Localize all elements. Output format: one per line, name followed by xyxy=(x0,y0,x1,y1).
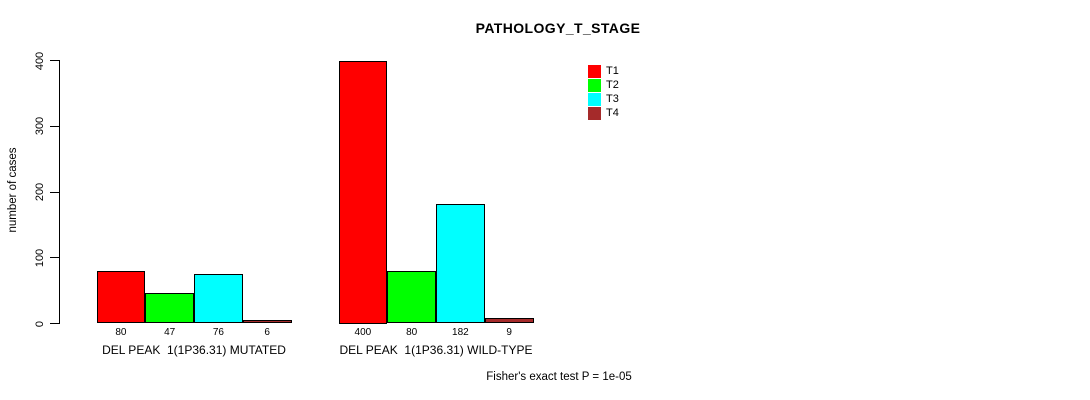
bar-value-label: 400 xyxy=(354,327,372,338)
bar-t3-group2 xyxy=(436,203,485,324)
legend-item-t1: T1 xyxy=(588,64,619,78)
legend-swatch-t1 xyxy=(588,64,601,78)
bar-value-label: 182 xyxy=(452,327,469,338)
bar-value-label: 9 xyxy=(506,327,512,338)
legend-swatch-t2 xyxy=(588,78,601,92)
bar-value-label: 47 xyxy=(164,327,176,338)
bar-t4-group1 xyxy=(242,319,292,324)
bar-value-label: 80 xyxy=(115,327,127,338)
y-tick xyxy=(50,191,59,193)
legend-label-t4: T4 xyxy=(606,107,619,119)
bar-t1-group1 xyxy=(96,270,146,324)
y-tick xyxy=(50,60,59,61)
legend-swatch-t3 xyxy=(588,92,601,106)
fisher-test-annotation: Fisher's exact test P = 1e-05 xyxy=(486,371,632,383)
y-tick xyxy=(50,125,59,127)
x-category-label: DEL PEAK 1(1P36.31) MUTATED xyxy=(102,343,286,357)
legend-item-t3: T3 xyxy=(588,92,619,106)
bar-t2-group1 xyxy=(145,292,194,324)
y-tick-label: 300 xyxy=(34,117,46,136)
bar-t1-group2 xyxy=(338,60,388,324)
y-tick xyxy=(50,257,59,259)
bar-t3-group1 xyxy=(194,273,243,324)
legend-swatch-t4 xyxy=(588,106,601,120)
bar-t2-group2 xyxy=(387,270,436,324)
legend-item-t4: T4 xyxy=(588,106,619,120)
bar-t4-group2 xyxy=(484,317,534,324)
y-axis-line xyxy=(59,60,60,324)
x-category-label: DEL PEAK 1(1P36.31) WILD-TYPE xyxy=(339,343,533,357)
y-tick-label: 0 xyxy=(34,320,46,327)
y-tick xyxy=(50,323,59,324)
legend: T1 T2 T3 T4 xyxy=(588,64,619,120)
y-tick-label: 200 xyxy=(34,182,46,202)
legend-label-t2: T2 xyxy=(606,79,619,91)
legend-label-t1: T1 xyxy=(606,65,619,77)
y-tick-label: 100 xyxy=(34,248,46,267)
chart-title: PATHOLOGY_T_STAGE xyxy=(475,20,641,36)
legend-item-t2: T2 xyxy=(588,78,619,92)
bar-value-label: 80 xyxy=(406,327,418,338)
bar-value-label: 76 xyxy=(212,327,224,338)
bar-value-label: 6 xyxy=(264,327,270,338)
y-tick-label: 400 xyxy=(34,51,46,70)
legend-label-t3: T3 xyxy=(606,93,619,105)
